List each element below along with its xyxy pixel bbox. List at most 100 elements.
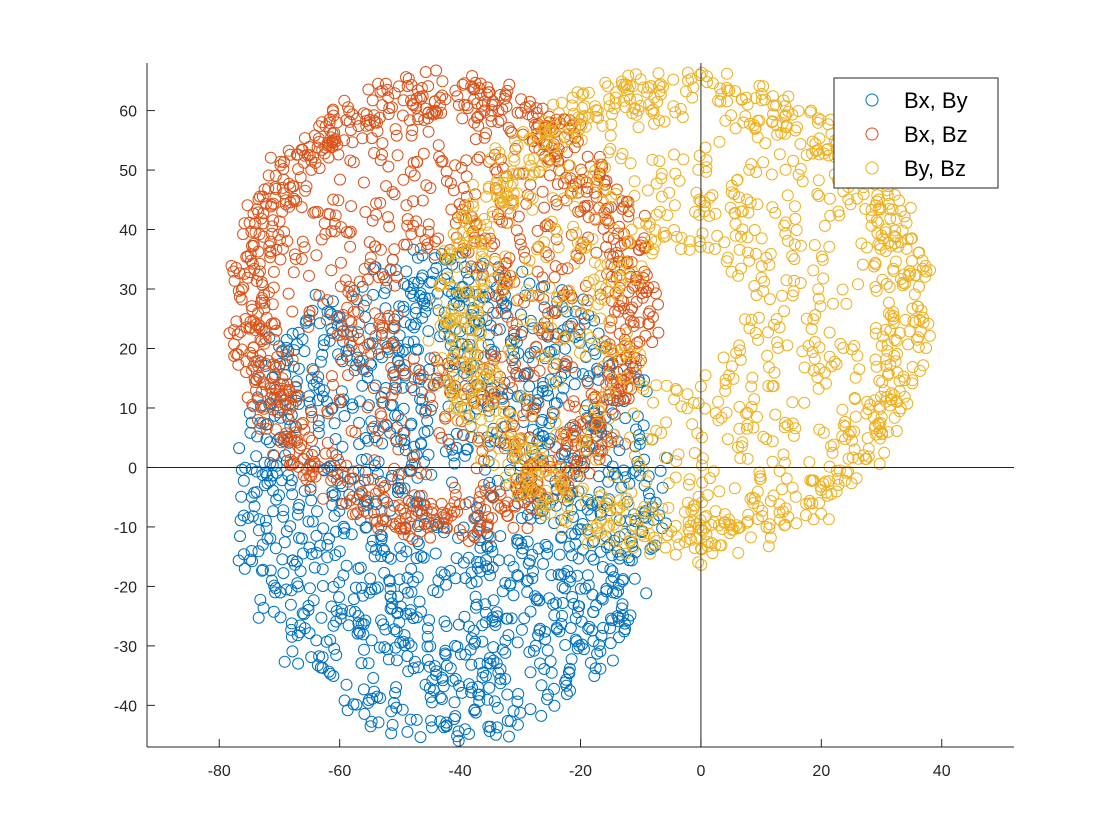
- data-point: [499, 646, 512, 659]
- data-point: [472, 119, 485, 132]
- data-point: [466, 339, 479, 351]
- data-point: [284, 148, 297, 161]
- data-point: [323, 113, 336, 126]
- data-point: [306, 515, 319, 528]
- data-point: [340, 459, 353, 472]
- data-point: [729, 207, 742, 220]
- data-point: [758, 275, 771, 288]
- data-point: [377, 396, 390, 409]
- data-point: [677, 153, 690, 166]
- data-point: [451, 640, 464, 653]
- data-point: [463, 727, 475, 740]
- data-point: [566, 317, 578, 330]
- data-point: [533, 240, 545, 253]
- data-point: [640, 475, 653, 488]
- data-point: [628, 189, 641, 202]
- data-point: [646, 153, 659, 166]
- data-point: [571, 299, 584, 312]
- data-point: [466, 681, 478, 694]
- data-point: [338, 694, 351, 707]
- data-point: [258, 456, 271, 469]
- data-point: [326, 105, 339, 118]
- data-point: [594, 292, 607, 305]
- data-point: [915, 304, 928, 317]
- data-point: [257, 601, 270, 614]
- data-point: [787, 154, 800, 167]
- data-point: [538, 625, 551, 638]
- data-point: [303, 431, 316, 444]
- data-point: [453, 304, 466, 317]
- data-point: [570, 130, 583, 143]
- data-point: [466, 333, 479, 346]
- data-point: [292, 397, 305, 410]
- data-point: [344, 240, 357, 253]
- data-point: [306, 460, 319, 473]
- data-point: [484, 385, 497, 398]
- data-point: [907, 314, 920, 327]
- data-point: [780, 119, 793, 132]
- data-point: [344, 354, 357, 367]
- data-point: [440, 513, 453, 526]
- data-point: [365, 715, 378, 728]
- data-point: [510, 369, 523, 382]
- data-point: [557, 302, 570, 315]
- data-point: [592, 179, 605, 192]
- data-point: [627, 407, 640, 420]
- data-point: [570, 226, 583, 239]
- data-point: [457, 239, 470, 252]
- data-point: [669, 383, 682, 395]
- data-point: [292, 657, 305, 670]
- data-point: [780, 472, 793, 485]
- data-point: [457, 429, 470, 442]
- data-point: [291, 577, 304, 590]
- data-point: [256, 538, 269, 551]
- data-point: [518, 612, 531, 625]
- data-point: [258, 325, 271, 338]
- data-point: [559, 359, 572, 372]
- data-point: [370, 543, 383, 556]
- data-point: [755, 232, 768, 245]
- data-point: [875, 229, 888, 242]
- data-point: [743, 163, 756, 176]
- data-point: [526, 203, 539, 216]
- data-point: [769, 408, 782, 421]
- data-point: [571, 86, 584, 99]
- data-point: [653, 155, 666, 168]
- data-point: [832, 205, 845, 218]
- data-point: [594, 444, 607, 457]
- data-point: [620, 492, 633, 505]
- data-point: [736, 436, 749, 449]
- data-point: [340, 350, 353, 363]
- data-point: [379, 382, 392, 394]
- data-point: [873, 425, 886, 438]
- data-point: [408, 457, 421, 470]
- data-point: [709, 505, 722, 518]
- data-point: [453, 524, 466, 536]
- data-point: [430, 296, 443, 309]
- data-point: [345, 200, 358, 213]
- data-point: [400, 199, 413, 212]
- data-point: [387, 336, 400, 349]
- data-point: [721, 67, 733, 80]
- data-point: [364, 258, 377, 271]
- data-point: [729, 122, 742, 135]
- data-point: [741, 98, 754, 111]
- data-point: [898, 374, 911, 387]
- data-point: [808, 239, 821, 251]
- data-point: [474, 413, 487, 426]
- data-point: [504, 577, 517, 590]
- data-point: [594, 280, 607, 293]
- data-point: [334, 396, 346, 409]
- data-point: [440, 522, 453, 535]
- data-point: [234, 530, 246, 543]
- data-point: [909, 268, 922, 281]
- data-point: [454, 314, 467, 327]
- data-point: [725, 179, 738, 192]
- data-point: [449, 159, 462, 172]
- data-point: [667, 73, 680, 86]
- data-point: [659, 451, 671, 464]
- data-point: [447, 371, 460, 384]
- data-point: [749, 327, 762, 339]
- data-point: [609, 305, 621, 318]
- data-point: [807, 474, 820, 487]
